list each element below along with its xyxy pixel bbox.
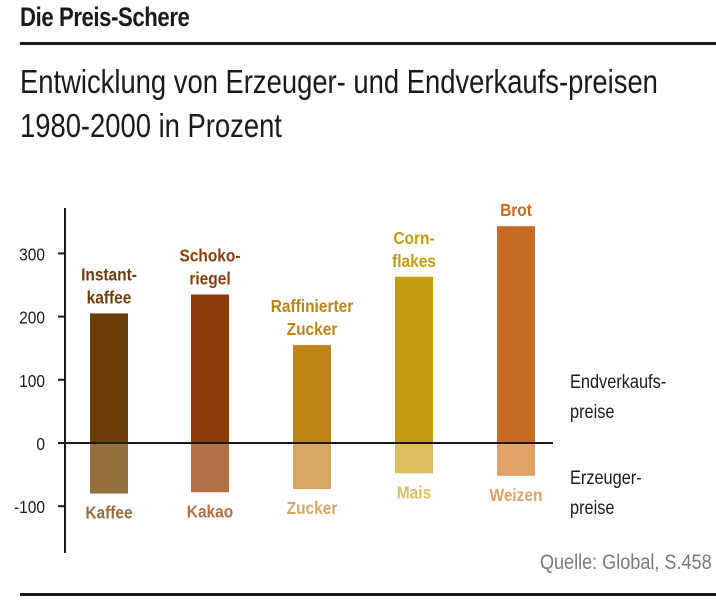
bar-label-retail: flakes — [392, 251, 436, 271]
bar-label-retail: riegel — [189, 268, 230, 288]
y-tick-label: -100 — [14, 497, 45, 517]
bar-producer-price — [90, 443, 128, 494]
bar-label-retail: Instant- — [81, 264, 137, 284]
bar-label-retail: Corn- — [393, 228, 434, 248]
bar-producer-price — [395, 443, 433, 474]
top-rule — [20, 42, 716, 45]
bar-producer-price — [293, 443, 331, 490]
bar-retail-price — [395, 276, 433, 443]
bar-retail-price — [497, 226, 535, 443]
bar-label-retail: Brot — [500, 200, 532, 220]
bar-label-producer: Kakao — [187, 501, 233, 521]
bar-producer-price — [497, 443, 535, 476]
bar-label-producer: Mais — [397, 482, 431, 502]
bar-retail-price — [90, 313, 128, 443]
legend-producer-text: preise — [570, 497, 615, 518]
bar-retail-price — [293, 345, 331, 443]
y-tick-label: 300 — [19, 244, 45, 264]
bar-label-retail: Zucker — [287, 319, 338, 339]
legend-retail-text: preise — [570, 401, 615, 422]
bar-producer-price — [191, 443, 229, 493]
chart-title: Die Preis-Schere — [20, 2, 190, 32]
source-note: Quelle: Global, S.458 — [540, 551, 712, 574]
y-tick-label: 0 — [36, 434, 45, 454]
chart-subtitle: Entwicklung von Erzeuger- und Endverkauf… — [20, 63, 658, 144]
bar-retail-price — [191, 294, 229, 443]
bar-label-retail: Raffinierter — [271, 296, 354, 316]
legend-retail-text: Endverkaufs- — [570, 371, 666, 392]
bar-label-retail: Schoko- — [180, 245, 241, 265]
bar-label-producer: Kaffee — [85, 502, 132, 522]
y-tick-label: 100 — [19, 371, 45, 391]
legend-producer-text: Erzeuger- — [570, 467, 642, 488]
bar-label-producer: Zucker — [287, 498, 338, 518]
bar-label-retail: kaffee — [87, 287, 132, 307]
bar-label-producer: Weizen — [490, 485, 543, 505]
y-tick-label: 200 — [19, 308, 45, 328]
bottom-rule — [20, 593, 716, 596]
